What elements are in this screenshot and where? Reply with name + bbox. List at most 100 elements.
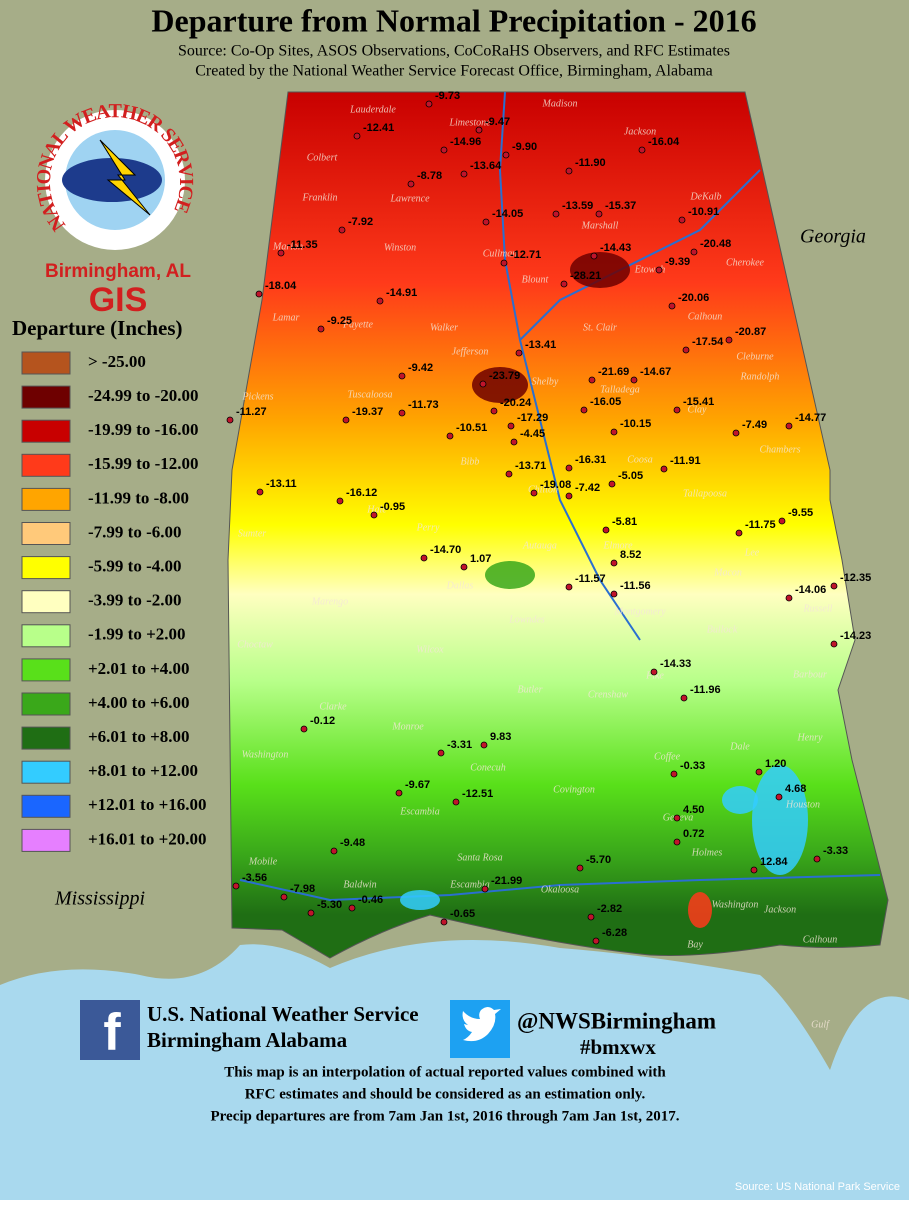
station-dot (750, 866, 758, 874)
station-value: -5.05 (618, 470, 643, 482)
station-dot (678, 216, 686, 224)
county-label: Dale (729, 741, 750, 752)
county-label: Wilcox (416, 644, 444, 655)
station-dot (407, 180, 415, 188)
disclaimer: This map is an interpolation of actual r… (224, 1064, 666, 1080)
river (498, 91, 641, 641)
county-label: Conecuh (470, 762, 506, 773)
station-value: -20.24 (500, 397, 532, 409)
county-label: Tallapoosa (683, 488, 727, 499)
station-value: -16.31 (575, 454, 606, 466)
legend-label: -24.99 to -20.00 (88, 386, 198, 405)
station-value: -14.05 (492, 208, 523, 220)
station-value: -12.51 (462, 788, 493, 800)
station-value: -11.75 (745, 519, 776, 531)
county-label: Clay (688, 404, 707, 415)
county-label: Cherokee (726, 257, 765, 268)
county-label: Russell (803, 603, 833, 614)
station-value: -14.06 (795, 584, 826, 596)
county-label: Franklin (302, 192, 338, 203)
station-dot (735, 529, 743, 537)
station-value: -14.70 (430, 544, 461, 556)
station-dot (425, 100, 433, 108)
county-label: Choctaw (237, 639, 273, 650)
county-label: Coosa (627, 454, 653, 465)
logo-bolt (99, 139, 151, 216)
station-dot (440, 918, 448, 926)
station-dot (587, 913, 595, 921)
county-label: Elmore (602, 540, 633, 551)
county-label: Walker (430, 322, 458, 333)
facebook-text: U.S. National Weather Service (147, 1002, 419, 1026)
station-dot (755, 768, 763, 776)
station-dot (482, 218, 490, 226)
county-label: Cullman (483, 248, 517, 259)
station-value: -14.91 (386, 287, 417, 299)
county-label: Lamar (272, 312, 300, 323)
shade-blob (485, 561, 535, 589)
county-label: Chilton (528, 484, 558, 495)
station-value: -9.73 (435, 90, 460, 102)
shade-blob (400, 890, 440, 910)
disclaimer: Precip departures are from 7am Jan 1st, … (210, 1108, 679, 1124)
station-dot (255, 290, 263, 298)
station-value: -9.55 (788, 507, 813, 519)
station-value: -7.98 (290, 883, 315, 895)
station-dot (682, 346, 690, 354)
legend-swatch (21, 726, 71, 750)
station-dot (338, 226, 346, 234)
legend-swatch (21, 794, 71, 818)
station-dot (690, 248, 698, 256)
station-value: -2.82 (597, 903, 622, 915)
station-value: -19.08 (540, 479, 571, 491)
county-label: Winston (384, 242, 416, 253)
station-dot (277, 249, 285, 257)
county-label: Pickens (241, 391, 273, 402)
station-dot (481, 885, 489, 893)
station-value: -20.48 (700, 238, 731, 250)
county-label: Autauga (522, 540, 557, 551)
county-label: Randolph (740, 371, 780, 382)
county-label: Baldwin (343, 879, 376, 890)
station-dot (565, 464, 573, 472)
facebook-glyph: f (103, 1004, 121, 1062)
station-dot (565, 167, 573, 175)
station-dot (330, 847, 338, 855)
station-dot (505, 470, 513, 478)
county-label: Lawrence (389, 193, 430, 204)
station-value: -14.23 (840, 630, 871, 642)
station-value: -11.35 (287, 239, 318, 251)
station-value: -4.45 (520, 428, 545, 440)
station-value: -7.42 (575, 482, 600, 494)
county-label: Marion (272, 241, 303, 252)
station-dot (370, 511, 378, 519)
station-value: -23.79 (489, 370, 520, 382)
station-dot (480, 741, 488, 749)
station-value: -16.04 (648, 136, 680, 148)
county-label: Gulf (811, 1019, 830, 1030)
county-label: Macon (713, 567, 742, 578)
legend-swatch (21, 590, 71, 614)
county-label: Lauderdale (349, 104, 396, 115)
station-dot (437, 749, 445, 757)
station-dot (595, 210, 603, 218)
station-value: -13.71 (515, 460, 546, 472)
station-dot (507, 422, 515, 430)
station-dot (515, 349, 523, 357)
legend-label: +2.01 to +4.00 (88, 659, 190, 678)
legend-swatch (21, 453, 71, 477)
county-label: Mobile (248, 856, 278, 867)
county-label: Limestone (448, 117, 491, 128)
county-label: Colbert (307, 152, 338, 163)
station-value: -20.06 (678, 292, 709, 304)
county-label: Fayette (342, 319, 374, 330)
county-label: Blount (522, 274, 549, 285)
station-dot (725, 336, 733, 344)
station-dot (576, 864, 584, 872)
station-dot (510, 438, 518, 446)
county-label: Houston (785, 799, 820, 810)
shade-blob (472, 367, 528, 403)
legend-label: -11.99 to -8.00 (88, 488, 189, 507)
station-dot (588, 376, 596, 384)
station-value: -3.33 (823, 845, 848, 857)
